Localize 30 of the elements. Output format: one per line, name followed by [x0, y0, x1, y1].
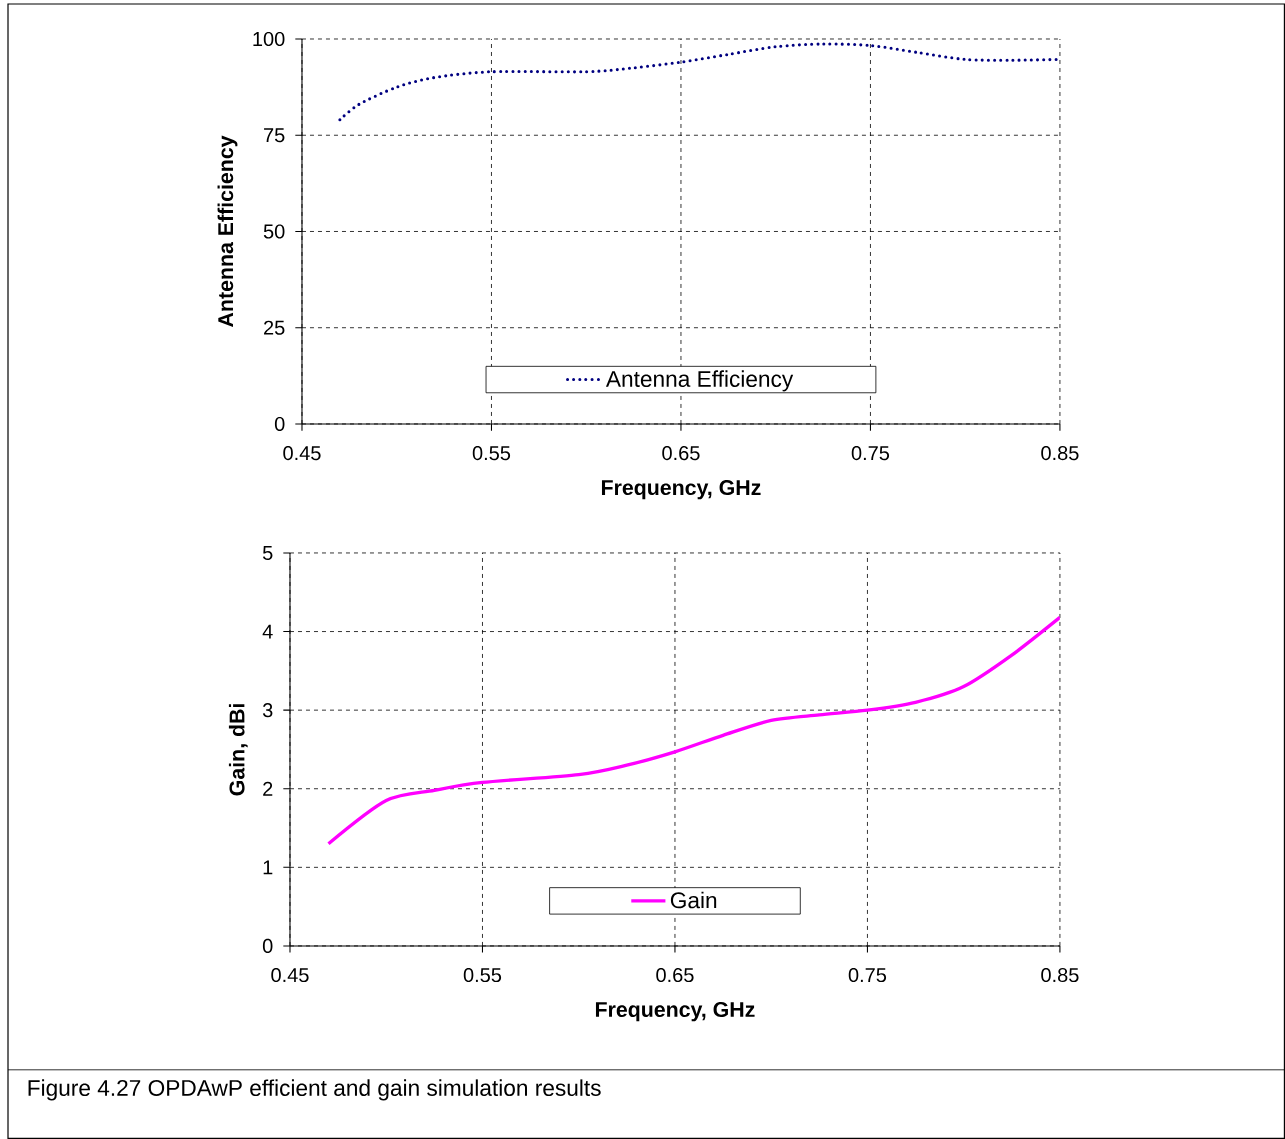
- x-tick-label: 0.85: [1041, 967, 1079, 983]
- y-tick-label: 0: [262, 938, 273, 953]
- line-series: [326, 615, 1060, 846]
- y-tick-label: 75: [264, 128, 285, 143]
- y-tick-label: 2: [263, 781, 273, 796]
- x-tick-label: 0.45: [271, 967, 309, 983]
- x-tick-label: 0.65: [662, 446, 700, 461]
- legend-label: Antenna Efficiency: [605, 370, 794, 392]
- legend-label: Gain: [670, 891, 717, 909]
- line-series: [338, 42, 1060, 122]
- y-tick-label: 4: [262, 624, 273, 639]
- x-tick-label: 0.65: [656, 967, 694, 983]
- x-tick-label: 0.45: [283, 446, 321, 461]
- y-tick-label: 5: [262, 545, 273, 560]
- x-tick-label: 0.55: [463, 967, 502, 983]
- caption: Figure 4.27 OPDAwP efficient and gain simulation results: [28, 1079, 601, 1101]
- x-axis-title: Frequency, GHz: [601, 479, 761, 500]
- x-tick-label: 0.55: [472, 446, 511, 461]
- y-tick-label: 1: [263, 860, 273, 875]
- x-tick-label: 0.75: [851, 446, 890, 461]
- y-axis-title: Antenna Efficiency: [217, 135, 238, 327]
- x-axis-title: Frequency, GHz: [595, 1001, 755, 1022]
- y-tick-label: 25: [264, 320, 285, 335]
- x-tick-label: 0.75: [848, 967, 887, 983]
- y-tick-label: 3: [262, 703, 273, 718]
- y-tick-label: 50: [263, 224, 285, 239]
- y-axis-title: Gain, dBi: [228, 704, 248, 796]
- x-tick-label: 0.85: [1041, 446, 1079, 461]
- y-tick-label: 100: [253, 31, 285, 47]
- y-tick-label: 0: [274, 416, 285, 432]
